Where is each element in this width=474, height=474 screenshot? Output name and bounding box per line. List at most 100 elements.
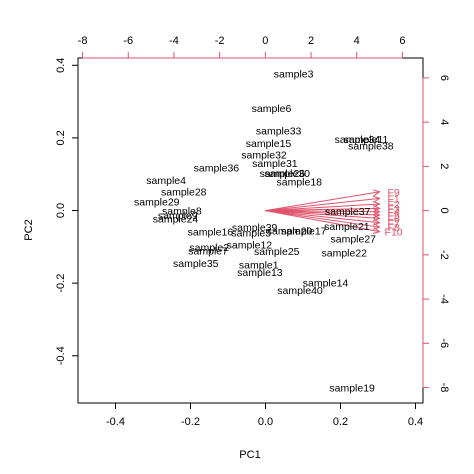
loading-arrowhead xyxy=(372,227,381,234)
top-x-tick-label: -6 xyxy=(123,35,133,47)
x-tick-label: 0.0 xyxy=(258,416,273,428)
x-tick-label: 0.2 xyxy=(333,416,348,428)
sample-label: sample18 xyxy=(276,176,322,188)
y-tick-label: -0.2 xyxy=(55,274,67,293)
y-tick-label: 0.2 xyxy=(55,130,67,145)
sample-label: sample28 xyxy=(161,186,207,198)
sample-label: sample12 xyxy=(227,239,273,251)
sample-label: sample24 xyxy=(153,214,199,226)
loading-arrows xyxy=(265,189,381,234)
right-y-tick-label: -4 xyxy=(438,294,450,304)
sample-label: sample7 xyxy=(188,245,228,257)
sample-label: sample20 xyxy=(267,226,313,238)
y-tick-label: 0.4 xyxy=(55,58,67,73)
loading-arrow xyxy=(265,210,380,224)
sample-label: sample5 xyxy=(231,227,271,239)
sample-label: sample39 xyxy=(232,222,278,234)
sample-label: sample38 xyxy=(348,141,394,153)
right-y-tick-label: 4 xyxy=(438,119,450,125)
top-secondary-x-axis: -8 -6 -4 -2 0 2 4 6 xyxy=(78,35,405,59)
x-tick-label: -0.4 xyxy=(106,416,125,428)
sample-label: sample1 xyxy=(239,259,279,271)
loading-arrow xyxy=(265,210,380,213)
bottom-x-axis: -0.4 -0.2 0.0 0.2 0.4 xyxy=(106,402,423,428)
sample-labels: sample3sample6sample33sample15sample32sa… xyxy=(134,68,394,394)
sample-label: sample16 xyxy=(188,227,234,239)
sample-label: sample26 xyxy=(260,168,306,180)
sample-label: sample2 xyxy=(189,242,229,254)
top-x-tick-label: 4 xyxy=(354,35,360,47)
loading-label: F7 xyxy=(387,218,399,230)
left-y-axis: -0.4 -0.2 0.0 0.2 0.4 xyxy=(55,58,79,365)
top-x-tick-label: -8 xyxy=(78,35,88,47)
loading-arrow xyxy=(265,197,380,212)
sample-label: sample8 xyxy=(162,206,202,218)
loading-label: F5 xyxy=(387,210,399,222)
right-y-tick-label: -6 xyxy=(438,338,450,348)
right-y-tick-label: 2 xyxy=(438,163,450,169)
right-y-tick-label: 0 xyxy=(438,208,450,214)
loading-arrowhead xyxy=(372,211,381,219)
sample-label: sample35 xyxy=(173,258,219,270)
right-secondary-y-axis: -8 -6 -4 -2 0 2 4 6 xyxy=(422,75,450,393)
sample-label: sample27 xyxy=(330,233,376,245)
loading-arrowhead xyxy=(372,195,381,203)
sample-label: sample17 xyxy=(281,226,327,238)
top-x-tick-label: -4 xyxy=(169,35,179,47)
sample-label: sample22 xyxy=(321,247,367,259)
sample-label: sample33 xyxy=(256,126,302,138)
loading-label: F3 xyxy=(387,203,399,215)
sample-label: sample11 xyxy=(344,134,389,146)
loading-label: F8 xyxy=(387,222,399,234)
top-x-tick-label: 6 xyxy=(399,35,405,47)
sample-label: sample25 xyxy=(254,246,300,258)
loading-arrow xyxy=(265,210,380,228)
right-y-tick-label: -2 xyxy=(438,250,450,260)
sample-label: sample3 xyxy=(274,68,314,80)
y-tick-label: -0.4 xyxy=(55,346,67,365)
loading-arrowhead xyxy=(373,205,381,212)
sample-label: sample4 xyxy=(146,175,186,187)
sample-label: sample21 xyxy=(324,221,370,233)
loading-label: F6 xyxy=(387,213,399,225)
sample-label: sample29 xyxy=(134,196,180,208)
sample-label: sample15 xyxy=(246,138,292,150)
sample-label: sample31 xyxy=(252,158,298,170)
sample-label: sample32 xyxy=(241,150,287,162)
top-x-tick-label: 2 xyxy=(308,35,314,47)
x-tick-label: 0.4 xyxy=(408,416,423,428)
sample-label: sample19 xyxy=(329,383,375,395)
x-tick-label: -0.2 xyxy=(181,416,200,428)
sample-label: sample30 xyxy=(264,168,310,180)
loading-arrowhead xyxy=(373,208,381,216)
y-axis-title: PC2 xyxy=(23,219,35,240)
loading-label: F10 xyxy=(385,227,403,239)
sample-label: sample9 xyxy=(158,210,198,222)
loading-arrow xyxy=(265,191,380,212)
loading-arrow xyxy=(265,203,380,212)
sample-label: sample6 xyxy=(252,103,292,115)
y-tick-label: 0.0 xyxy=(55,203,67,218)
sample-label: sample14 xyxy=(303,277,349,289)
sample-label: sample40 xyxy=(277,285,323,297)
loading-arrow xyxy=(265,210,380,233)
loading-arrowhead xyxy=(372,189,381,197)
top-x-tick-label: 0 xyxy=(262,35,268,47)
sample-label: sample13 xyxy=(237,267,283,279)
loading-label: F1 xyxy=(387,193,399,205)
right-y-tick-label: -8 xyxy=(438,383,450,393)
x-axis-title: PC1 xyxy=(239,449,260,461)
top-x-tick-label: -2 xyxy=(215,35,225,47)
loading-label: F9 xyxy=(387,187,399,199)
sample-label: sample34 xyxy=(335,134,381,146)
loading-arrow xyxy=(265,210,380,216)
sample-label: sample37 xyxy=(325,206,371,218)
loading-label: F4 xyxy=(387,207,399,219)
loading-arrow xyxy=(265,210,380,219)
right-y-tick-label: 6 xyxy=(438,75,450,81)
sample-label: sample36 xyxy=(194,163,240,175)
loading-label: F2 xyxy=(387,199,399,211)
loading-arrow xyxy=(265,207,380,212)
